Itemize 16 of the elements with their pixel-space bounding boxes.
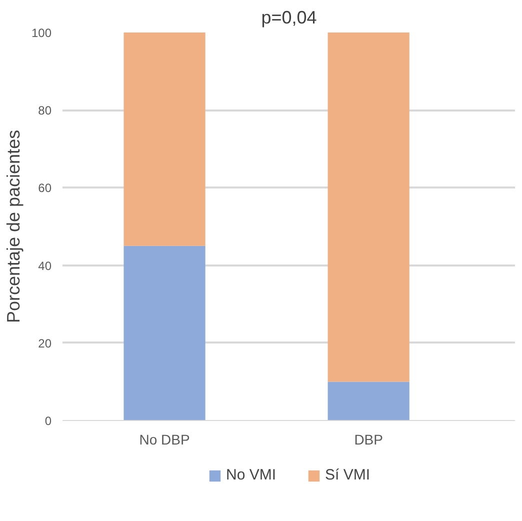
y-axis-title: Porcentaje de pacientes <box>3 130 24 324</box>
y-tick-label: 20 <box>38 336 52 350</box>
y-tick-label: 60 <box>38 181 52 196</box>
x-tick-label: No DBP <box>139 432 190 448</box>
y-tick-label: 100 <box>31 26 52 40</box>
y-tick-label: 80 <box>38 104 52 118</box>
x-tick-label: DBP <box>354 432 383 448</box>
bar <box>124 246 206 420</box>
text: p=0,04 <box>261 8 317 28</box>
y-tick-label: 0 <box>44 414 52 428</box>
legend-label: Sí VMI <box>325 466 370 484</box>
bar <box>328 382 410 420</box>
y-tick-label: 40 <box>38 258 52 273</box>
bar <box>328 32 410 382</box>
bar <box>124 32 206 246</box>
legend-label: No VMI <box>226 466 276 484</box>
